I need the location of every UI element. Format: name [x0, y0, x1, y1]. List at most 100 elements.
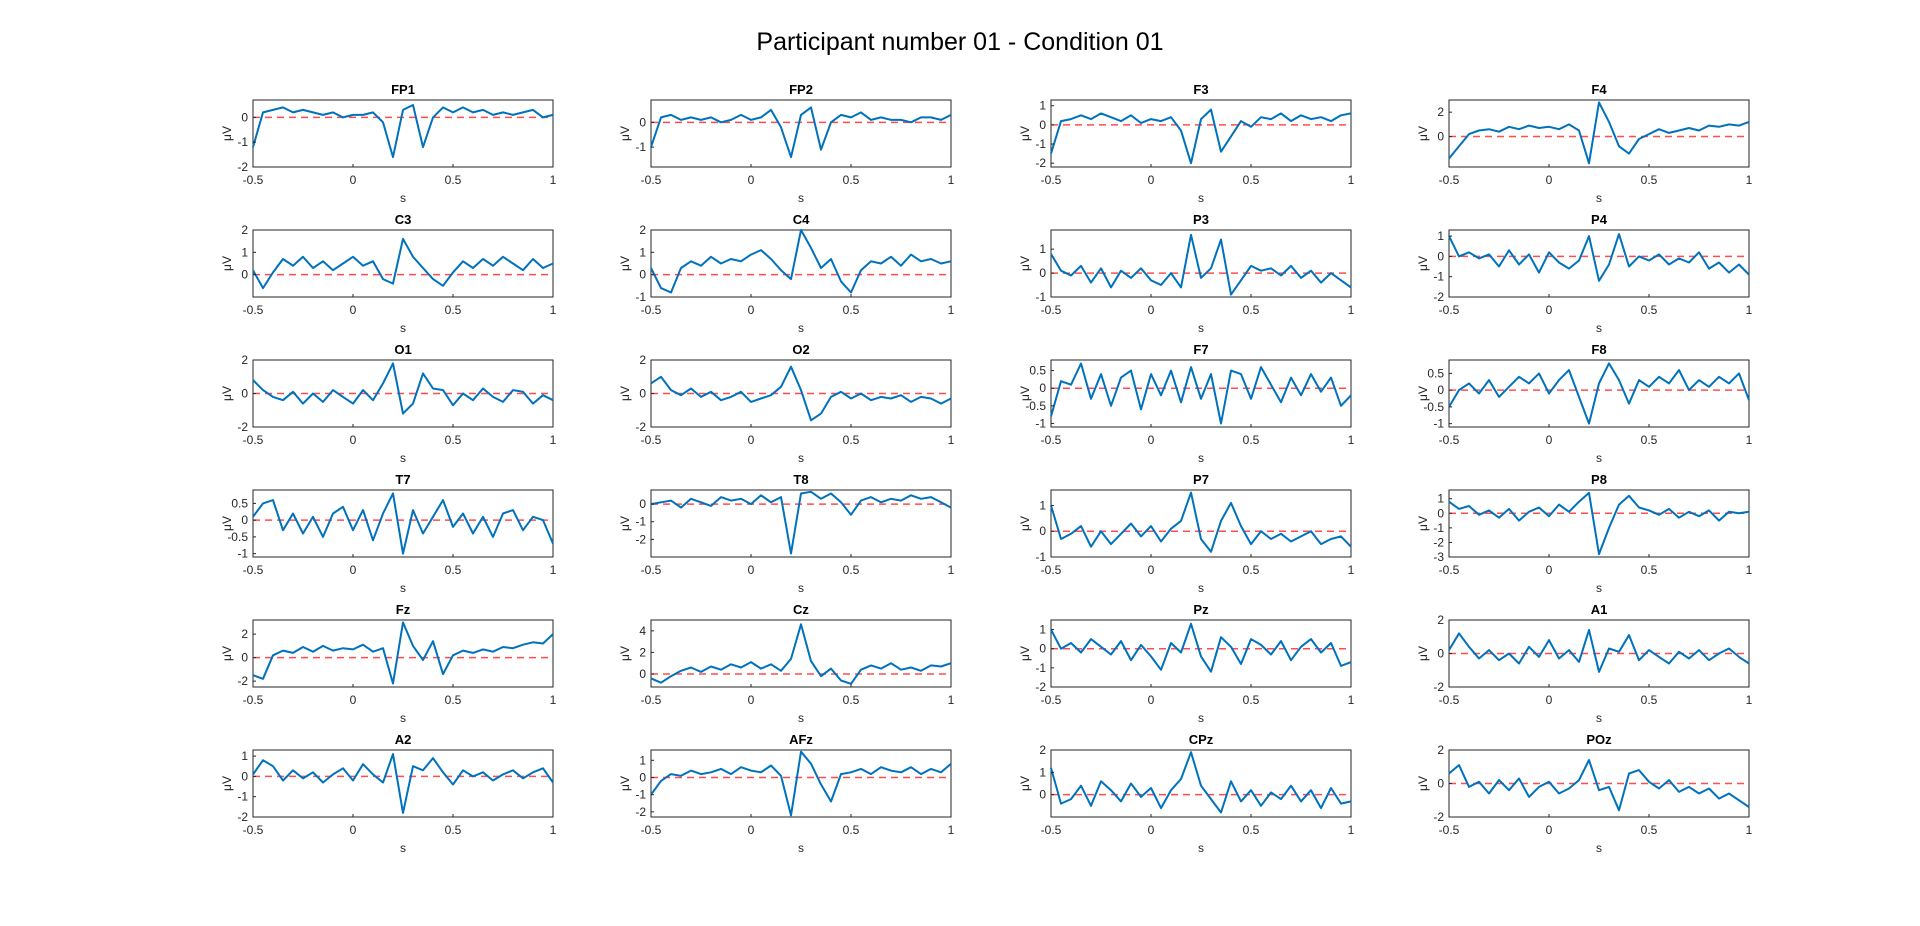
y-tick-label: -0.5 — [1025, 399, 1046, 413]
x-tick-label: 0.5 — [843, 433, 860, 447]
y-tick-label: -1 — [1035, 290, 1046, 304]
subplot-a1: -0.5 0 0.5 1 -2 0 2 A1 s μV — [1416, 602, 1753, 725]
x-tick-label: -0.5 — [1439, 173, 1460, 187]
subplot-pz: -0.5 0 0.5 1 -2 -1 0 1 Pz s μV — [1018, 602, 1355, 725]
x-tick-label: -0.5 — [641, 433, 662, 447]
y-tick-label: 0 — [1437, 777, 1444, 791]
y-tick-label: 2 — [241, 223, 248, 237]
eeg-trace — [252, 492, 554, 555]
subplot-p3: -0.5 0 0.5 1 -1 0 1 P3 s μV — [1018, 212, 1355, 335]
y-tick-label: 2 — [241, 353, 248, 367]
x-tick-label: -0.5 — [641, 823, 662, 837]
x-tick-label: 0 — [748, 563, 755, 577]
y-axis-label: μV — [618, 386, 632, 401]
axes-box — [650, 619, 952, 688]
y-tick-label: -2 — [237, 160, 248, 174]
y-tick-label: 1 — [1039, 498, 1046, 512]
subplot-title: POz — [1586, 732, 1612, 747]
y-axis-label: μV — [1018, 386, 1032, 401]
subplot-title: C4 — [793, 212, 810, 227]
x-tick-label: -0.5 — [641, 173, 662, 187]
eeg-trace — [1448, 101, 1750, 165]
y-tick-label: -0.5 — [1423, 400, 1444, 414]
eeg-trace — [1448, 491, 1750, 556]
y-tick-label: -1 — [635, 290, 646, 304]
subplot-title: A2 — [395, 732, 412, 747]
y-tick-label: 0 — [1437, 506, 1444, 520]
x-tick-label: 1 — [948, 173, 955, 187]
x-tick-label: 0.5 — [1641, 823, 1658, 837]
subplot-f3: -0.5 0 0.5 1 -2 -1 0 1 F3 s μV — [1018, 82, 1355, 205]
y-axis-label: μV — [220, 256, 234, 271]
y-tick-label: -1 — [635, 788, 646, 802]
x-axis-label: s — [1596, 841, 1602, 855]
x-tick-label: -0.5 — [1041, 563, 1062, 577]
y-tick-label: 2 — [1437, 613, 1444, 627]
x-tick-label: 0 — [1546, 823, 1553, 837]
y-tick-label: 0 — [1437, 130, 1444, 144]
subplot-p4: -0.5 0 0.5 1 -2 -1 0 1 P4 s μV — [1416, 212, 1753, 335]
y-tick-label: 1 — [1039, 765, 1046, 779]
y-tick-label: 0 — [241, 387, 248, 401]
axes-box — [1448, 489, 1750, 558]
x-tick-label: 1 — [1746, 693, 1753, 707]
x-tick-label: 0 — [748, 433, 755, 447]
x-axis-label: s — [1198, 451, 1204, 465]
y-axis-label: μV — [1018, 776, 1032, 791]
x-tick-label: 0 — [1148, 433, 1155, 447]
x-axis-label: s — [400, 191, 406, 205]
subplot-title: P8 — [1591, 472, 1607, 487]
x-tick-label: 0.5 — [1641, 303, 1658, 317]
x-tick-label: 0.5 — [445, 823, 462, 837]
y-tick-label: 0 — [639, 667, 646, 681]
y-tick-label: 1 — [1039, 99, 1046, 113]
y-tick-label: 0 — [1437, 647, 1444, 661]
x-tick-label: 0 — [350, 823, 357, 837]
x-tick-label: 0.5 — [445, 693, 462, 707]
y-tick-label: 2 — [1039, 743, 1046, 757]
axes-box — [1448, 229, 1750, 298]
x-axis-label: s — [798, 451, 804, 465]
subplot-o2: -0.5 0 0.5 1 -2 0 2 O2 s μV — [618, 342, 955, 465]
x-axis-label: s — [798, 191, 804, 205]
y-tick-label: -0.5 — [227, 530, 248, 544]
subplot-title: F4 — [1591, 82, 1607, 97]
y-axis-label: μV — [1416, 386, 1430, 401]
subplot-c4: -0.5 0 0.5 1 -1 0 1 2 C4 s μV — [618, 212, 955, 335]
x-tick-label: 1 — [948, 433, 955, 447]
axes-box — [1050, 229, 1352, 298]
x-tick-label: 0.5 — [1243, 303, 1260, 317]
subplot-title: Pz — [1193, 602, 1209, 617]
x-axis-label: s — [400, 321, 406, 335]
x-tick-label: 1 — [550, 563, 557, 577]
x-tick-label: 0 — [1546, 173, 1553, 187]
y-tick-label: 0 — [1039, 524, 1046, 538]
x-tick-label: -0.5 — [641, 563, 662, 577]
y-axis-label: μV — [618, 776, 632, 791]
y-axis-label: μV — [618, 256, 632, 271]
subplot-title: T8 — [793, 472, 808, 487]
y-tick-label: -2 — [1035, 156, 1046, 170]
x-tick-label: -0.5 — [243, 173, 264, 187]
axes-box — [252, 619, 554, 688]
y-tick-label: 0 — [1039, 788, 1046, 802]
x-tick-label: 0 — [748, 823, 755, 837]
y-axis-label: μV — [618, 646, 632, 661]
subplot-title: CPz — [1189, 732, 1214, 747]
y-tick-label: -2 — [1433, 680, 1444, 694]
x-tick-label: 1 — [948, 823, 955, 837]
y-tick-label: 0 — [1437, 383, 1444, 397]
eeg-trace — [252, 753, 554, 814]
y-tick-label: 1 — [639, 245, 646, 259]
axes-box — [1050, 489, 1352, 558]
x-tick-label: 1 — [550, 433, 557, 447]
x-tick-label: 0 — [1148, 303, 1155, 317]
subplot-title: F8 — [1591, 342, 1606, 357]
x-tick-label: 1 — [550, 823, 557, 837]
subplot-fp1: -0.5 0 0.5 1 -2 -1 0 FP1 s μV — [220, 82, 557, 205]
x-tick-label: -0.5 — [1041, 173, 1062, 187]
subplot-cz: -0.5 0 0.5 1 0 2 4 Cz s μV — [618, 602, 955, 725]
y-tick-label: 1 — [1039, 623, 1046, 637]
y-tick-label: 0 — [639, 387, 646, 401]
